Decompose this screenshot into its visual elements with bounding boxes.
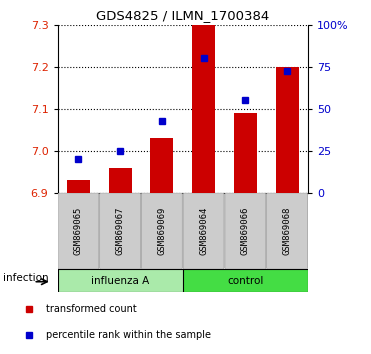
Text: GSM869069: GSM869069	[157, 207, 166, 255]
Text: GSM869065: GSM869065	[74, 207, 83, 255]
Bar	[67, 180, 90, 193]
Bar	[150, 138, 173, 193]
FancyBboxPatch shape	[58, 269, 183, 292]
FancyBboxPatch shape	[183, 193, 224, 269]
Text: control: control	[227, 275, 263, 286]
Bar	[192, 25, 215, 193]
Text: GSM869067: GSM869067	[116, 207, 125, 255]
Title: GDS4825 / ILMN_1700384: GDS4825 / ILMN_1700384	[96, 9, 269, 22]
FancyBboxPatch shape	[100, 193, 141, 269]
Bar	[276, 67, 299, 193]
FancyBboxPatch shape	[225, 193, 266, 269]
Text: influenza A: influenza A	[91, 275, 149, 286]
Text: infection: infection	[3, 273, 49, 283]
Text: GSM869066: GSM869066	[241, 207, 250, 255]
FancyBboxPatch shape	[141, 193, 182, 269]
FancyBboxPatch shape	[183, 269, 308, 292]
Text: transformed count: transformed count	[46, 304, 137, 314]
FancyBboxPatch shape	[58, 193, 99, 269]
Bar	[234, 113, 257, 193]
Bar	[109, 168, 132, 193]
Text: GSM869064: GSM869064	[199, 207, 208, 255]
FancyBboxPatch shape	[267, 193, 308, 269]
Text: percentile rank within the sample: percentile rank within the sample	[46, 330, 211, 340]
Text: GSM869068: GSM869068	[283, 207, 292, 255]
